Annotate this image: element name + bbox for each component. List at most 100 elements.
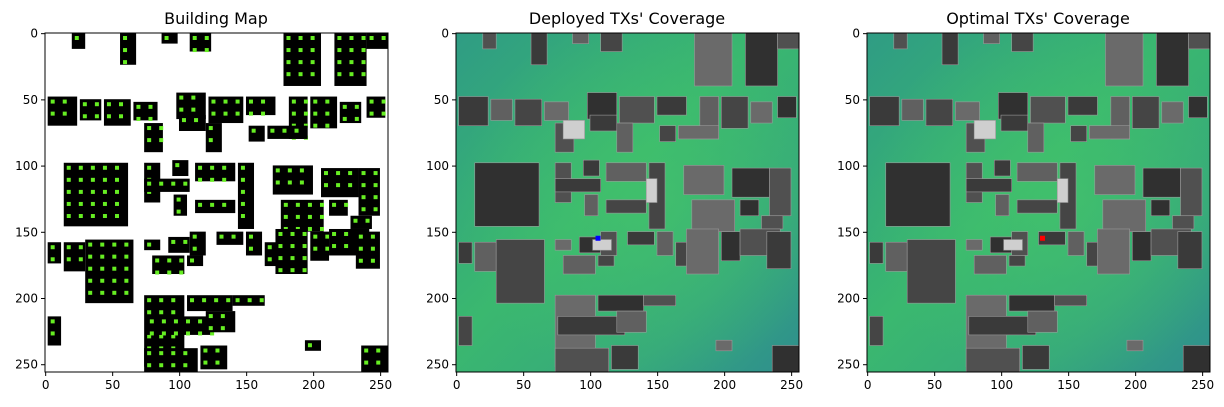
sample-marker <box>102 165 107 170</box>
sample-marker <box>210 202 215 207</box>
building-footprint <box>178 115 206 131</box>
sample-marker <box>240 177 245 182</box>
building-footprint <box>616 122 634 153</box>
sample-marker <box>112 290 117 295</box>
sample-marker <box>325 246 330 251</box>
sample-marker <box>102 201 107 206</box>
building-footprint <box>683 165 725 195</box>
sample-marker <box>66 189 71 194</box>
sample-marker <box>226 298 231 303</box>
building-footprint <box>358 168 380 216</box>
x-tick-label: 200 <box>713 378 736 392</box>
sample-marker <box>124 254 129 259</box>
building-footprint <box>1142 167 1181 198</box>
building-footprint <box>554 178 602 193</box>
sample-marker <box>302 268 307 273</box>
sample-marker <box>267 257 272 262</box>
building-footprint <box>514 98 543 126</box>
building-footprint <box>771 345 799 372</box>
sample-marker <box>147 242 152 247</box>
y-tick-label: 100 <box>426 159 449 173</box>
sample-marker <box>167 270 172 275</box>
x-tick-label: 250 <box>780 378 803 392</box>
sample-marker <box>325 234 330 239</box>
sample-marker <box>102 177 107 182</box>
building-footprint <box>245 231 263 256</box>
y-tick-label: 50 <box>845 93 860 107</box>
sample-marker <box>358 258 363 263</box>
x-tick-label: 200 <box>1124 378 1147 392</box>
sample-marker <box>159 181 164 186</box>
building-footprint <box>995 194 1010 217</box>
sample-marker <box>287 180 292 185</box>
building-footprint <box>1067 96 1098 116</box>
sample-marker <box>106 102 111 107</box>
building-footprint <box>1094 165 1136 195</box>
sample-marker <box>78 257 83 262</box>
building-roof-light <box>973 120 996 140</box>
sample-marker <box>319 202 324 207</box>
sample-marker <box>373 171 378 176</box>
sample-marker <box>179 107 184 112</box>
sample-marker <box>100 242 105 247</box>
sample-marker <box>179 270 184 275</box>
building-footprint <box>334 33 367 86</box>
sample-marker <box>176 197 181 202</box>
sample-marker <box>248 234 253 239</box>
building-footprint <box>304 340 322 351</box>
sample-marker <box>159 310 164 315</box>
sample-marker <box>291 111 296 116</box>
building-footprint <box>869 241 884 264</box>
sample-marker <box>303 111 308 116</box>
building-footprint <box>1131 96 1160 129</box>
coverage-map-image <box>456 33 799 372</box>
y-tick-label: 50 <box>23 93 38 107</box>
sample-marker <box>222 177 227 182</box>
sample-marker <box>342 104 347 109</box>
building-footprint <box>656 96 687 116</box>
sample-marker <box>365 218 370 223</box>
building-footprint <box>998 92 1029 120</box>
sample-marker <box>179 258 184 263</box>
building-footprint <box>1008 255 1026 267</box>
sample-marker <box>114 189 119 194</box>
building-footprint <box>47 316 62 346</box>
sample-marker <box>261 99 266 104</box>
building-footprint <box>144 348 198 372</box>
building-footprint <box>643 294 677 307</box>
sample-marker <box>348 171 353 176</box>
building-footprint <box>1188 96 1208 119</box>
sample-marker <box>298 48 303 53</box>
building-footprint <box>63 242 86 272</box>
sample-marker <box>100 290 105 295</box>
sample-marker <box>222 165 227 170</box>
sample-marker <box>208 314 213 319</box>
building-footprint <box>482 33 497 50</box>
x-tick-label: 50 <box>927 378 942 392</box>
building-footprint <box>237 162 255 229</box>
sample-marker <box>270 128 275 133</box>
sample-marker <box>78 189 83 194</box>
sample-marker <box>204 36 209 40</box>
building-footprint <box>458 316 473 346</box>
y-tick-label: 50 <box>434 93 449 107</box>
sample-marker <box>191 95 196 100</box>
sample-marker <box>298 72 303 77</box>
sample-marker <box>325 99 330 104</box>
sample-marker <box>219 234 224 239</box>
sample-marker <box>337 36 342 40</box>
sample-marker <box>267 245 272 250</box>
sample-marker <box>90 201 95 206</box>
sample-marker <box>114 214 119 219</box>
sample-marker <box>198 165 203 170</box>
sample-marker <box>361 72 366 77</box>
sample-marker <box>171 334 176 339</box>
sample-marker <box>100 254 105 259</box>
sample-marker <box>215 348 220 353</box>
sample-marker <box>94 102 99 107</box>
sample-marker <box>198 331 203 336</box>
sample-marker <box>78 214 83 219</box>
building-footprint <box>869 316 884 346</box>
sample-marker <box>286 36 291 40</box>
sample-marker <box>112 278 117 283</box>
